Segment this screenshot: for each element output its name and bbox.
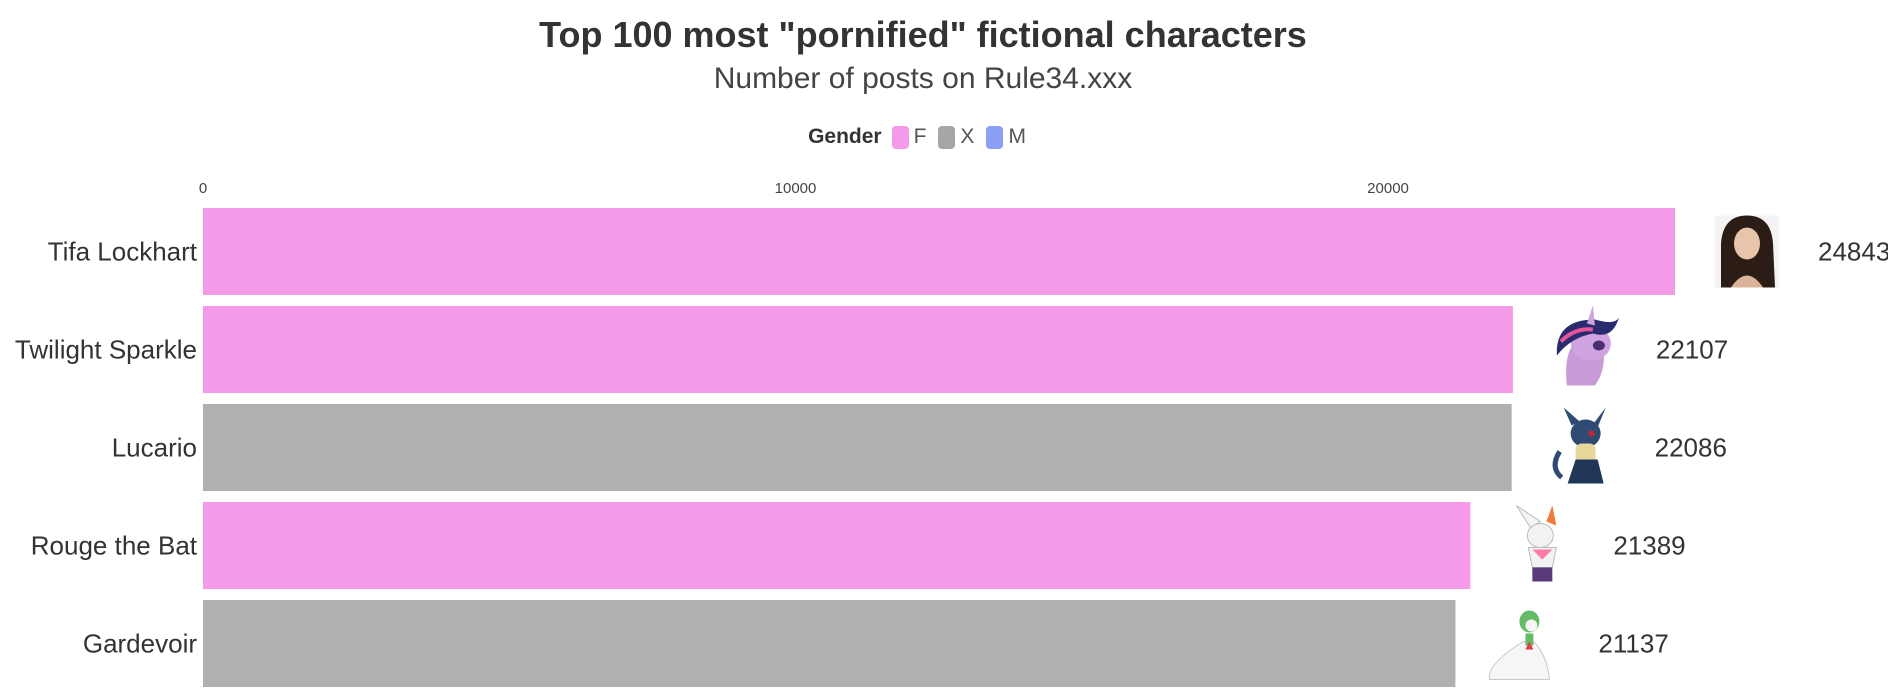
value-label: 24843 <box>1818 237 1888 267</box>
legend-label-f: F <box>913 125 927 148</box>
bar-row: Tifa Lockhart 24843 <box>48 208 1888 295</box>
value-label: 22107 <box>1656 335 1728 365</box>
lucario-icon <box>1552 407 1606 484</box>
bar[interactable] <box>203 600 1456 687</box>
bar[interactable] <box>203 502 1471 589</box>
legend-swatch-f <box>891 125 909 149</box>
bar-row: Twilight Sparkle 22107 <box>15 305 1728 393</box>
legend-item-x[interactable]: X <box>938 125 974 149</box>
bar[interactable] <box>203 404 1512 491</box>
bar-row: Rouge the Bat 21389 <box>31 502 1686 589</box>
x-tick-label: 10000 <box>775 180 817 197</box>
legend-swatch-x <box>938 125 956 149</box>
category-label: Tifa Lockhart <box>48 237 198 267</box>
x-axis-ticks: 0 10000 20000 <box>199 180 1409 197</box>
bar[interactable] <box>203 208 1675 295</box>
legend-label-x: X <box>960 125 975 148</box>
value-label: 22086 <box>1655 433 1727 463</box>
gardevoir-icon <box>1488 610 1550 680</box>
x-tick-label: 20000 <box>1367 180 1409 197</box>
rouge-the-bat-icon <box>1515 505 1557 582</box>
bar-row: Lucario 22086 <box>112 404 1727 491</box>
legend-swatch-m <box>986 125 1004 149</box>
legend: Gender F X M <box>0 125 1846 149</box>
value-label: 21137 <box>1598 629 1668 659</box>
legend-label-m: M <box>1008 125 1026 148</box>
twilight-sparkle-icon <box>1556 305 1619 386</box>
tifa-portrait-icon <box>1715 215 1779 288</box>
legend-title: Gender <box>808 125 882 148</box>
legend-item-f[interactable]: F <box>891 125 927 149</box>
bar[interactable] <box>203 306 1513 393</box>
category-label: Twilight Sparkle <box>15 335 197 365</box>
category-label: Rouge the Bat <box>31 531 198 561</box>
value-label: 21389 <box>1613 531 1685 561</box>
bar-row: Gardevoir 21137 <box>83 600 1669 687</box>
legend-item-m[interactable]: M <box>986 125 1026 149</box>
chart-title: Top 100 most "pornified" fictional chara… <box>539 14 1307 55</box>
x-tick-label: 0 <box>199 180 207 197</box>
category-label: Gardevoir <box>83 629 197 659</box>
category-label: Lucario <box>112 433 197 463</box>
chart-subtitle: Number of posts on Rule34.xxx <box>713 62 1133 95</box>
bars: Tifa Lockhart 24843 Twilight Sparkle 22107 L… <box>15 208 1888 687</box>
